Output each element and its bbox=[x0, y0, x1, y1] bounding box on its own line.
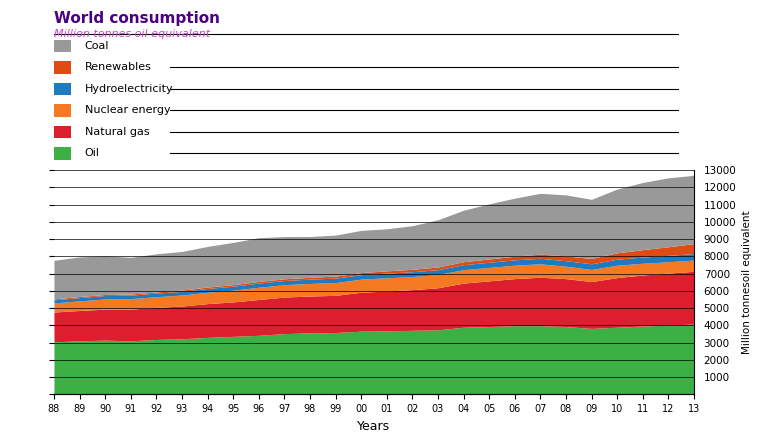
Text: Nuclear energy: Nuclear energy bbox=[85, 105, 170, 115]
Text: Oil: Oil bbox=[85, 148, 99, 158]
X-axis label: Years: Years bbox=[358, 419, 390, 432]
Text: Natural gas: Natural gas bbox=[85, 127, 150, 137]
Text: Hydroelectricity: Hydroelectricity bbox=[85, 84, 173, 94]
Text: Coal: Coal bbox=[85, 41, 109, 51]
Y-axis label: Million tonnesoil equivalent: Million tonnesoil equivalent bbox=[742, 211, 752, 354]
Text: Renewables: Renewables bbox=[85, 62, 152, 72]
Text: Million tonnes oil equivalent: Million tonnes oil equivalent bbox=[54, 29, 210, 39]
Text: World consumption: World consumption bbox=[54, 11, 220, 26]
